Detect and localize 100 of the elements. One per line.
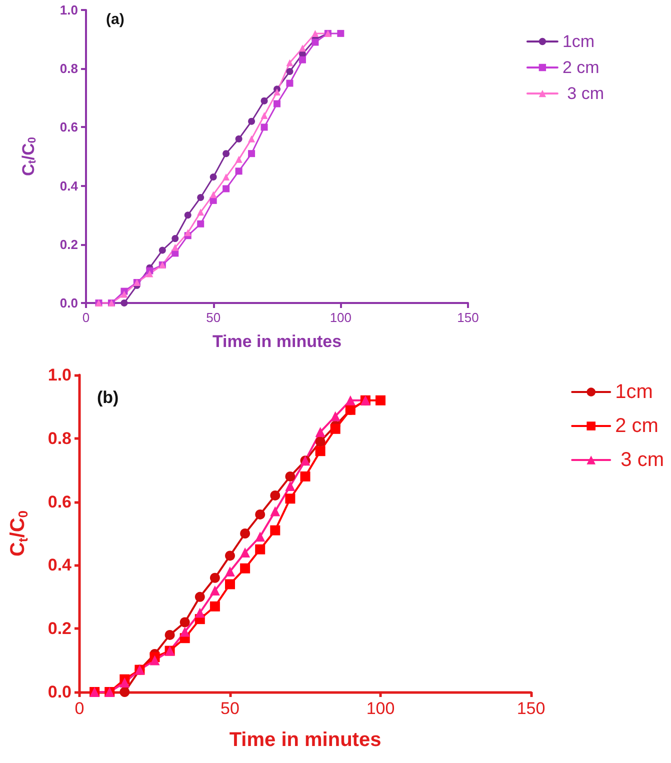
point — [194, 608, 205, 618]
point — [240, 563, 250, 574]
point — [260, 97, 268, 104]
point — [225, 566, 235, 577]
point — [312, 38, 319, 46]
x-tick-label: 100 — [366, 699, 395, 718]
point — [298, 56, 306, 64]
point — [285, 480, 296, 491]
point — [315, 436, 326, 447]
y-tick-label: 0.2 — [48, 619, 72, 638]
point — [197, 208, 204, 216]
point — [255, 532, 266, 542]
legend-label: 3 cm — [615, 449, 664, 471]
y-tick-label: 0.8 — [48, 428, 72, 448]
point — [164, 630, 175, 640]
point — [222, 174, 230, 181]
point — [315, 446, 326, 456]
point — [240, 548, 250, 558]
point — [235, 168, 242, 175]
point — [376, 395, 386, 406]
point — [172, 235, 179, 242]
point — [225, 579, 235, 590]
point — [180, 617, 190, 628]
x-tick-label: 0 — [82, 310, 90, 325]
point — [197, 220, 204, 228]
legend-label: 2 cm — [615, 415, 658, 437]
x-tick-label: 50 — [220, 699, 240, 718]
point — [345, 395, 356, 406]
point — [184, 229, 192, 236]
x-tick-label: 150 — [457, 310, 479, 325]
y-tick-label: 0.2 — [60, 236, 78, 252]
point — [120, 677, 130, 688]
point — [210, 586, 220, 596]
point — [330, 411, 340, 422]
point — [120, 300, 128, 306]
point — [222, 150, 230, 158]
point — [298, 44, 306, 52]
y-tick-label: 0.6 — [60, 120, 78, 135]
x-tick-label: 150 — [516, 699, 546, 718]
point — [274, 100, 280, 108]
legend-label: 3 cm — [562, 84, 604, 103]
point — [285, 471, 296, 482]
point — [300, 471, 310, 482]
point — [210, 572, 220, 583]
point — [315, 427, 326, 438]
x-axis-title: Time in minutes — [212, 332, 342, 351]
point — [146, 270, 154, 278]
y-tick-label: 0.6 — [48, 492, 72, 512]
point — [184, 212, 192, 219]
point — [158, 246, 166, 254]
x-tick-label: 0 — [74, 699, 84, 718]
point — [255, 509, 266, 520]
point — [330, 424, 340, 434]
annotation: (b) — [97, 388, 119, 407]
y-axis-title: Ct/C0 — [7, 510, 30, 557]
y-tick-label: 1.0 — [60, 2, 78, 18]
point — [210, 601, 220, 612]
annotation: (a) — [106, 11, 124, 28]
point — [286, 59, 294, 66]
point — [240, 528, 250, 538]
point — [255, 544, 266, 554]
point — [248, 118, 256, 125]
point — [312, 30, 319, 37]
y-tick-label: 0.0 — [60, 296, 78, 310]
y-tick-label: 0.0 — [48, 682, 72, 702]
point — [120, 290, 128, 298]
x-tick-label: 50 — [206, 310, 221, 325]
point — [194, 592, 205, 602]
point — [270, 525, 280, 536]
point — [210, 174, 217, 181]
legend-label: 2 cm — [562, 58, 600, 77]
y-tick-label: 0.4 — [60, 178, 79, 194]
point — [285, 494, 296, 504]
point — [337, 30, 344, 37]
point — [235, 135, 242, 142]
legend-label: 1cm — [562, 32, 595, 51]
point — [286, 68, 294, 76]
point — [286, 80, 294, 87]
point — [235, 156, 242, 163]
legend-label: 1cm — [615, 381, 653, 403]
point — [210, 191, 217, 198]
y-tick-label: 1.0 — [48, 366, 72, 384]
x-axis-title: Time in minutes — [229, 729, 382, 751]
point — [225, 550, 235, 561]
point — [270, 490, 280, 500]
point — [172, 244, 179, 251]
point — [248, 135, 256, 142]
point — [222, 185, 230, 192]
y-tick-label: 0.4 — [48, 556, 72, 575]
point — [197, 194, 204, 202]
point — [248, 150, 256, 158]
y-tick-label: 0.8 — [60, 61, 78, 76]
y-axis-title: Ct/C0 — [18, 136, 38, 176]
point — [180, 626, 190, 637]
point — [260, 112, 268, 119]
x-tick-label: 100 — [330, 310, 352, 325]
point — [260, 124, 268, 131]
point — [120, 687, 130, 697]
point — [150, 655, 160, 666]
point — [274, 88, 280, 96]
